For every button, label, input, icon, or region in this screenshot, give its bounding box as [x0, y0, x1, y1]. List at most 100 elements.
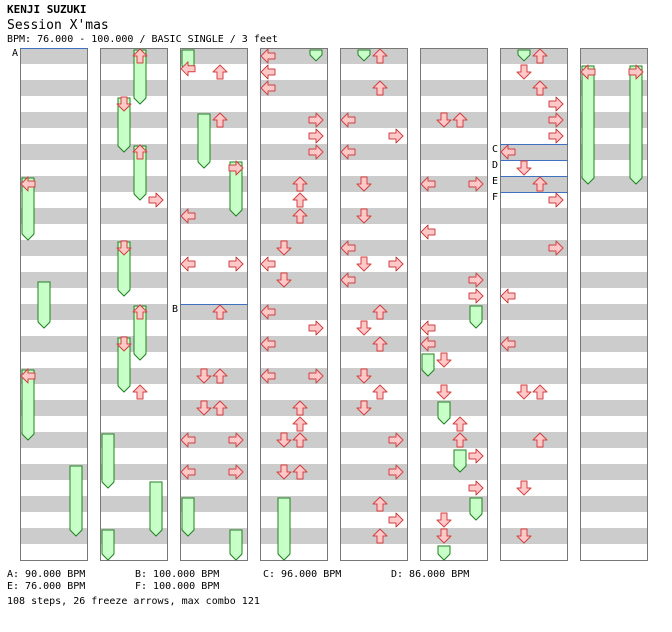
stripe-band — [500, 304, 568, 320]
freeze-arrow-up — [453, 449, 467, 473]
freeze-arrow-down — [277, 497, 291, 561]
bpm-change-label: D — [492, 160, 498, 171]
freeze-arrow-left — [181, 497, 195, 537]
stripe-band — [340, 432, 408, 448]
step-arrow-up — [292, 192, 308, 208]
stripe-band — [180, 464, 248, 480]
step-arrow-left — [20, 368, 36, 384]
step-arrow-down — [356, 368, 372, 384]
stripe-band — [340, 176, 408, 192]
stripe-band — [580, 368, 648, 384]
stripe-band — [580, 400, 648, 416]
bpm-change-label: C — [492, 144, 498, 155]
stripe-band — [340, 208, 408, 224]
stripe-band — [580, 496, 648, 512]
stripe-band — [580, 336, 648, 352]
step-arrow-right — [388, 128, 404, 144]
bpm-legend-e: E: 76.000 BPM — [7, 581, 86, 592]
step-arrow-right — [388, 512, 404, 528]
stripe-band — [100, 240, 168, 256]
stripe-band — [180, 144, 248, 160]
stripe-band — [420, 48, 488, 64]
stripe-band — [500, 400, 568, 416]
freeze-arrow-right — [229, 529, 243, 561]
step-arrow-up — [212, 112, 228, 128]
step-arrow-up — [372, 336, 388, 352]
step-arrow-left — [260, 64, 276, 80]
stripe-band — [100, 464, 168, 480]
step-arrow-right — [308, 368, 324, 384]
step-arrow-left — [180, 432, 196, 448]
stripe-band — [20, 432, 88, 448]
chart-summary: 108 steps, 26 freeze arrows, max combo 1… — [7, 596, 260, 607]
stripe-band — [420, 208, 488, 224]
step-arrow-left — [500, 336, 516, 352]
stripe-band — [260, 368, 328, 384]
step-arrow-down — [516, 480, 532, 496]
freeze-arrow-down — [37, 281, 51, 329]
stripe-band — [260, 240, 328, 256]
step-arrow-right — [228, 464, 244, 480]
freeze-arrow-down — [517, 49, 531, 62]
step-arrow-down — [356, 176, 372, 192]
step-arrow-right — [548, 96, 564, 112]
step-arrow-up — [372, 80, 388, 96]
step-arrow-right — [388, 464, 404, 480]
step-arrow-right — [388, 256, 404, 272]
step-arrow-left — [420, 176, 436, 192]
bpm-legend-c: C: 96.000 BPM — [263, 569, 342, 580]
stripe-band — [420, 528, 488, 544]
stripe-band — [20, 144, 88, 160]
stripe-band — [100, 432, 168, 448]
stripe-band — [260, 144, 328, 160]
step-arrow-up — [372, 528, 388, 544]
bpm-change-label: B — [172, 304, 178, 315]
step-arrow-left — [420, 224, 436, 240]
step-arrow-down — [116, 240, 132, 256]
step-arrow-down — [356, 256, 372, 272]
stripe-band — [500, 496, 568, 512]
step-arrow-down — [436, 384, 452, 400]
step-arrow-left — [420, 320, 436, 336]
stripe-band — [100, 112, 168, 128]
freeze-arrow-right — [69, 465, 83, 537]
step-arrow-down — [516, 64, 532, 80]
step-arrow-down — [276, 432, 292, 448]
step-arrow-left — [260, 80, 276, 96]
stripe-band — [260, 80, 328, 96]
stripe-band — [260, 272, 328, 288]
stripe-band — [180, 432, 248, 448]
step-arrow-left — [580, 64, 596, 80]
step-arrow-down — [436, 528, 452, 544]
step-arrow-right — [308, 320, 324, 336]
stripe-band — [100, 368, 168, 384]
stripe-band — [20, 400, 88, 416]
stripe-band — [20, 48, 88, 64]
step-arrow-up — [372, 496, 388, 512]
freeze-arrow-left — [101, 433, 115, 489]
step-arrow-right — [548, 240, 564, 256]
step-arrow-up — [532, 384, 548, 400]
stripe-band — [340, 464, 408, 480]
step-arrow-left — [340, 272, 356, 288]
step-arrow-up — [292, 208, 308, 224]
stripe-band — [340, 240, 408, 256]
stripe-band — [580, 240, 648, 256]
stripe-band — [500, 208, 568, 224]
step-arrow-up — [292, 432, 308, 448]
step-arrow-up — [212, 368, 228, 384]
step-arrow-up — [452, 112, 468, 128]
step-arrow-left — [340, 240, 356, 256]
step-arrow-down — [276, 272, 292, 288]
step-arrow-down — [516, 528, 532, 544]
bpm-legend-b: B: 100.000 BPM — [135, 569, 220, 580]
step-arrow-right — [468, 480, 484, 496]
stripe-band — [20, 80, 88, 96]
step-arrow-up — [532, 48, 548, 64]
stripe-band — [580, 48, 648, 64]
stripe-band — [580, 528, 648, 544]
freeze-arrow-left — [21, 369, 35, 441]
freeze-arrow-right — [309, 49, 323, 62]
stripe-band — [420, 240, 488, 256]
